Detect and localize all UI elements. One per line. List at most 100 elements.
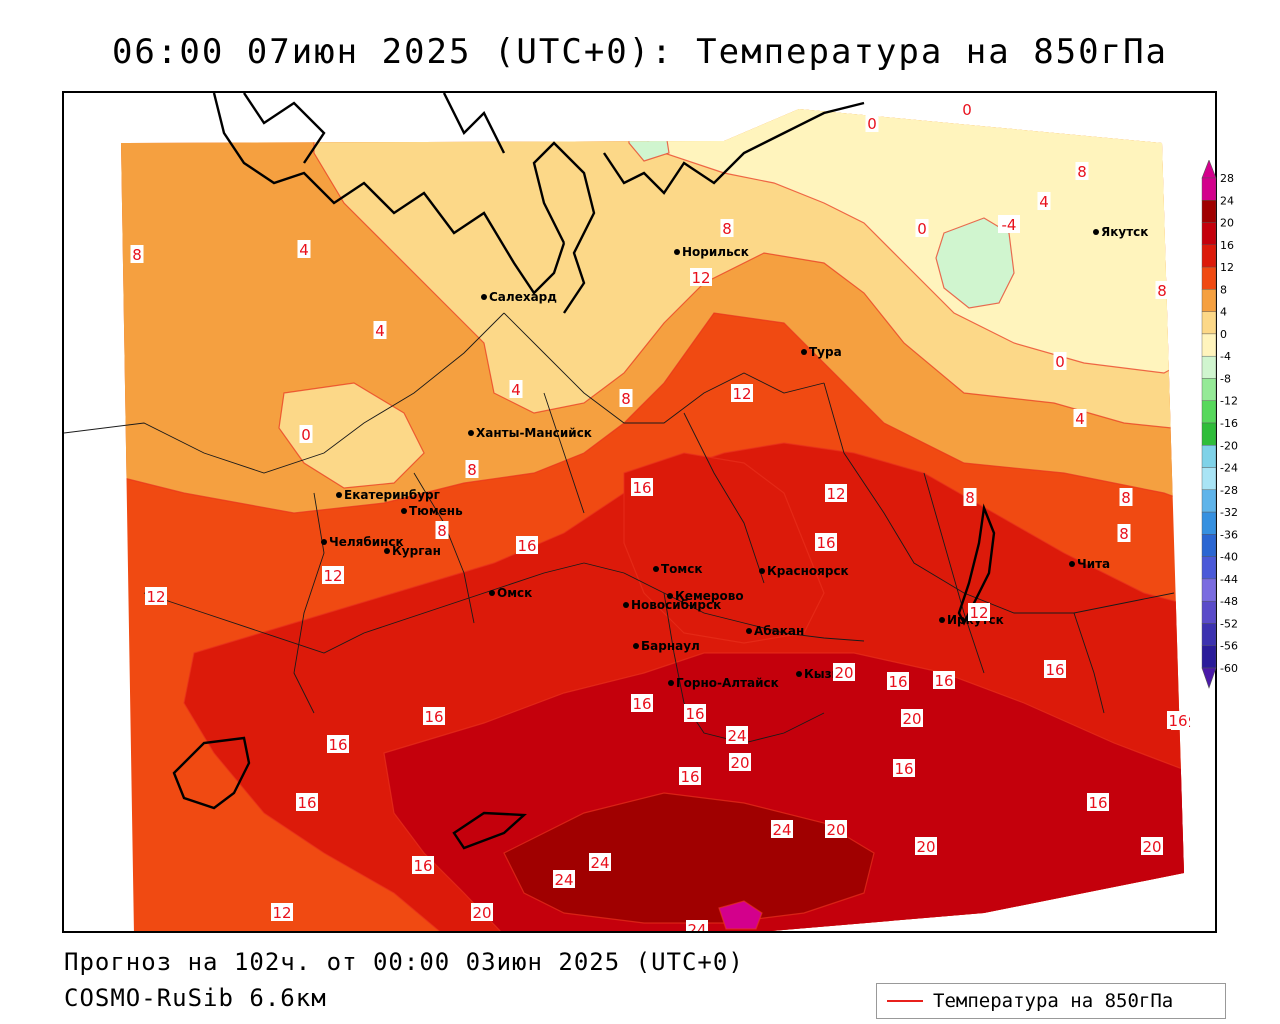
city-marker: [759, 568, 765, 574]
isotherm-label: 12: [272, 904, 291, 922]
city-label: Норильск: [682, 245, 749, 259]
city-label: Салехард: [489, 290, 557, 304]
colorbar-top-arrow: [1201, 160, 1217, 179]
isotherm-label-box: [145, 587, 167, 605]
temperature-region: [718, 900, 763, 930]
colorbar-swatch: [1201, 200, 1217, 223]
isotherm-label: 16: [685, 705, 704, 723]
isotherm-label-box: [893, 759, 915, 777]
colorbar-tick-label: -40: [1220, 551, 1238, 564]
region-border: [543, 392, 585, 514]
colorbar-tick-label: -16: [1220, 417, 1238, 430]
colorbar-tick-label: -8: [1220, 372, 1231, 385]
isotherm-label-box: [465, 460, 479, 478]
isotherm-label-box: [933, 671, 955, 689]
isotherm-label-box: [1141, 837, 1163, 855]
region-border: [64, 312, 505, 474]
isotherm-label-box: [833, 663, 855, 681]
isotherm-label-box: [619, 389, 633, 407]
legend-line-swatch: [887, 1000, 923, 1002]
region-border: [583, 562, 865, 642]
isotherm-label-box: [509, 380, 523, 398]
isotherm-label: 8: [437, 522, 447, 540]
isotherm-label-box: [731, 384, 753, 402]
city-marker: [796, 671, 802, 677]
isotherm-label: 8: [1119, 525, 1129, 543]
isotherm-label-box: [865, 114, 879, 132]
isotherm-label: 16: [632, 479, 651, 497]
colorbar-tick-label: -24: [1220, 462, 1238, 475]
temperature-region: [623, 452, 825, 644]
colorbar-swatch: [1201, 556, 1217, 580]
colorbar-swatch: [1201, 355, 1217, 379]
isotherm-label: 8: [1077, 163, 1087, 181]
isotherm-label: 24: [727, 727, 746, 745]
city-marker: [653, 566, 659, 572]
forecast-info: Прогноз на 102ч. от 00:00 03июн 2025 (UT…: [64, 948, 744, 976]
caspian-coast: [172, 736, 251, 810]
isotherm-label: 4: [511, 381, 521, 399]
region-border: [293, 492, 325, 714]
legend-label: Температура на 850гПа: [933, 990, 1174, 1012]
isotherm-label: 0: [1055, 353, 1065, 371]
isotherm-label-box: [412, 856, 434, 874]
isotherm-label-box: [373, 321, 387, 339]
temperature-fill-layer: [121, 109, 1184, 931]
coastline: [603, 101, 865, 195]
isotherm-label: 24: [590, 854, 609, 872]
balkhash-lake: [452, 811, 527, 850]
colorbar-tick-label: -52: [1220, 617, 1238, 630]
colorbar-swatch: [1201, 266, 1217, 290]
isotherm-label: 8: [621, 390, 631, 408]
region-border: [413, 472, 475, 624]
isotherm-label: 8: [132, 246, 142, 264]
isotherm-label-box: [516, 536, 538, 554]
borders-layer: [64, 93, 1175, 850]
colorbar-swatch: [1201, 645, 1217, 669]
colorbar-swatch: [1201, 534, 1217, 557]
colorbar-tick-label: -32: [1220, 506, 1238, 519]
isotherm-label: 16: [1088, 794, 1107, 812]
colorbar-tick-label: -12: [1220, 395, 1238, 408]
isotherm-label: 16: [328, 736, 347, 754]
coastline: [243, 93, 326, 164]
colorbar-swatch: [1201, 600, 1217, 624]
isotherm-label-box: [130, 245, 144, 263]
isotherm-label: 16: [1168, 712, 1187, 730]
isotherm-label-box: [327, 735, 349, 753]
isotherm-label-box: [423, 707, 445, 725]
colorbar-swatch: [1201, 378, 1217, 401]
isotherm-label: 20: [902, 710, 921, 728]
isotherm-label-box: [901, 709, 923, 727]
isotherm-label: 20: [834, 664, 853, 682]
colorbar-tick-label: -56: [1220, 640, 1238, 653]
isotherm-label-box: [963, 488, 977, 506]
isotherm-labels-layer: 0 0 8 4 -4 0 8 8 4 4 0 8 8 8 12 4 0 4 8 16 12 8 8 8 16 16 12 12 12 16…: [130, 100, 1193, 931]
colorbar-swatch: [1201, 489, 1217, 513]
city-label: Новосибирск: [631, 598, 721, 612]
region-border: [503, 312, 825, 424]
isotherm-label: 16: [888, 673, 907, 691]
colorbar-tick-label: -20: [1220, 439, 1238, 452]
temperature-map: Норильск Якутск Салехард Тура Ханты-Мансийск…: [64, 93, 1193, 931]
isotherm-label-box: [589, 853, 611, 871]
isotherm-label-box: [1167, 711, 1189, 729]
isotherm-label-box: [815, 533, 837, 551]
city-label: Омск: [497, 586, 532, 600]
isotherm-label: 8: [467, 461, 477, 479]
isotherm-label-box: [915, 219, 929, 237]
isotherm-label: 16: [517, 537, 536, 555]
isotherm-label-box: [271, 903, 293, 921]
colorbar-tick-label: -44: [1220, 573, 1238, 586]
isotherm-label: 20: [472, 904, 491, 922]
isotherm-label: -4: [1002, 216, 1017, 234]
isotherm-label-box: [1053, 352, 1067, 370]
isotherm-label-box: [471, 903, 493, 921]
coastline: [442, 93, 506, 154]
isotherm-label: 4: [1075, 410, 1085, 428]
isotherm-label: 12: [826, 485, 845, 503]
isotherm-label: 12: [732, 385, 751, 403]
colorbar-tick-label: -28: [1220, 484, 1238, 497]
city-marker: [401, 508, 407, 514]
city-label: Томск: [661, 562, 703, 576]
